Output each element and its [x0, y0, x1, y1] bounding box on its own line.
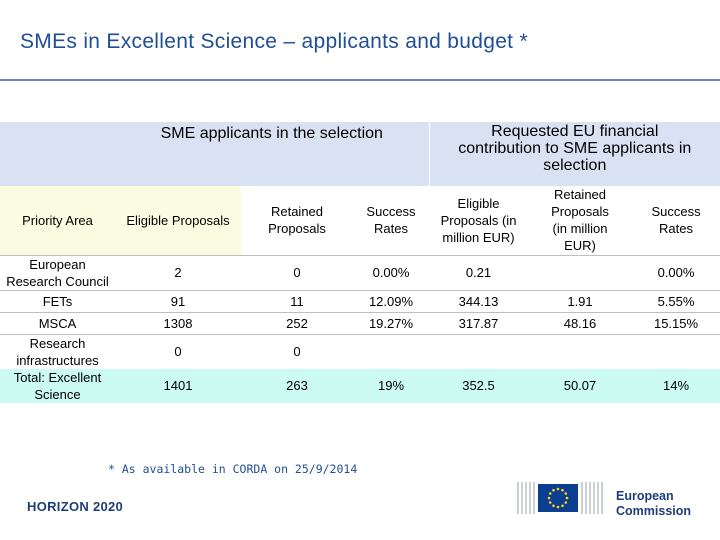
cell-success-budget: 5.55%: [632, 289, 720, 312]
table-row: Research infrastructures 0 0: [0, 333, 720, 369]
cell-retained: 11: [241, 289, 353, 312]
total-row: Total: Excellent Science 1401 263 19% 35…: [0, 368, 720, 403]
col-success-rates-budget: Success Rates: [651, 204, 701, 237]
header-blank-cell: [0, 122, 115, 186]
cell-success: 0.00%: [353, 254, 429, 290]
total-priority-area: Total: Excellent Science: [0, 368, 115, 403]
applicants-group-header: SME applicants in the selection: [115, 122, 429, 186]
total-eligible-million: 352.5: [429, 368, 528, 403]
european-commission-label: European Commission: [616, 489, 692, 518]
cell-success-budget: 0.00%: [632, 254, 720, 290]
cell-success: 12.09%: [353, 289, 429, 312]
col-success-rates: Success Rates: [366, 204, 416, 237]
title-underline: [0, 79, 720, 81]
cell-success-budget: 15.15%: [632, 311, 720, 334]
total-retained-million: 50.07: [528, 368, 632, 403]
slide-title: SMEs in Excellent Science – applicants a…: [20, 30, 528, 53]
cell-eligible-million: 317.87: [429, 311, 528, 334]
col-retained-million: Retained Proposals (in million EUR): [551, 187, 609, 254]
total-success-budget: 14%: [632, 368, 720, 403]
cell-retained: 252: [241, 311, 353, 334]
european-commission-logo-icon: [517, 482, 603, 514]
total-retained: 263: [241, 368, 353, 403]
col-eligible-proposals: Eligible Proposals: [115, 186, 241, 255]
group-header-row: SME applicants in the selection Requeste…: [0, 122, 720, 186]
cell-retained-million: [528, 254, 632, 290]
cell-retained: 0: [241, 333, 353, 369]
cell-success: [353, 333, 429, 369]
col-priority-area: Priority Area: [0, 186, 115, 255]
cell-eligible: 0: [115, 333, 241, 369]
footnote: * As available in CORDA on 25/9/2014: [108, 462, 358, 476]
col-eligible-million: Eligible Proposals (in million EUR): [440, 195, 517, 245]
cell-retained: 0: [241, 254, 353, 290]
cell-eligible-million: 344.13: [429, 289, 528, 312]
table-row: FETs 91 11 12.09% 344.13 1.91 5.55%: [0, 289, 720, 312]
cell-eligible-million: 0.21: [429, 254, 528, 290]
total-eligible: 1401: [115, 368, 241, 403]
row-priority-area: Research infrastructures: [0, 333, 115, 369]
cell-success: 19.27%: [353, 311, 429, 334]
row-priority-area: FETs: [0, 289, 115, 312]
horizon-2020-logo: HORIZON 2020: [27, 499, 124, 514]
cell-retained-million: 48.16: [528, 311, 632, 334]
sme-table: SME applicants in the selection Requeste…: [0, 122, 720, 403]
cell-eligible: 1308: [115, 311, 241, 334]
col-retained-proposals: Retained Proposals: [268, 204, 326, 237]
cell-eligible-million: [429, 333, 528, 369]
column-header-row: Priority Area Eligible Proposals Retaine…: [0, 186, 720, 255]
table-row: European Research Council 2 0 0.00% 0.21…: [0, 254, 720, 290]
budget-group-header: Requested EU financial contribution to S…: [428, 122, 720, 186]
total-success: 19%: [353, 368, 429, 403]
cell-retained-million: 1.91: [528, 289, 632, 312]
cell-eligible: 91: [115, 289, 241, 312]
cell-success-budget: [632, 333, 720, 369]
eu-stars: [547, 487, 569, 509]
row-priority-area: European Research Council: [0, 254, 115, 290]
cell-eligible: 2: [115, 254, 241, 290]
cell-retained-million: [528, 333, 632, 369]
table-row: MSCA 1308 252 19.27% 317.87 48.16 15.15%: [0, 311, 720, 334]
row-priority-area: MSCA: [0, 311, 115, 334]
